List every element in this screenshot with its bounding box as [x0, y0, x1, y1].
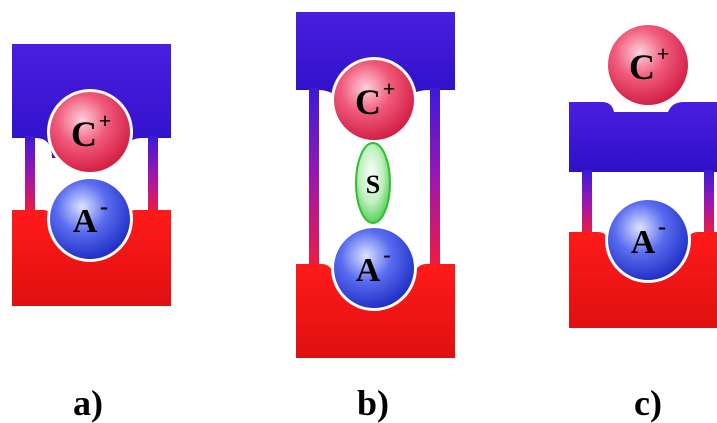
- cation-charge: +: [99, 108, 112, 133]
- anion-symbol: A: [631, 224, 656, 261]
- anion-charge: -: [383, 242, 390, 267]
- anion-sphere: A -: [605, 197, 691, 283]
- upper-block: [296, 12, 455, 100]
- solvent-symbol: S: [366, 170, 380, 199]
- right-pillar: [148, 136, 158, 212]
- anion-symbol: A: [73, 203, 98, 240]
- panel-b: C + S A -: [296, 12, 455, 358]
- panel-label-c: c): [634, 383, 662, 423]
- anion-charge: -: [658, 214, 666, 240]
- anion-sphere: A -: [331, 225, 417, 311]
- cation-sphere: C +: [331, 57, 417, 143]
- right-pillar: [704, 170, 714, 234]
- left-pillar: [25, 136, 35, 212]
- panel-a: C + A -: [12, 44, 171, 306]
- left-pillar: [582, 170, 592, 234]
- panel-label-b: b): [357, 383, 389, 423]
- solvent-molecule: S: [355, 142, 391, 224]
- anion-symbol: A: [356, 252, 381, 289]
- left-pillar: [309, 88, 319, 266]
- cation-sphere: C +: [47, 89, 133, 175]
- cation-symbol: C: [71, 114, 97, 154]
- upper-block: [569, 102, 717, 172]
- anion-charge: -: [100, 194, 108, 220]
- cation-charge: +: [657, 41, 670, 66]
- panel-label-a: a): [73, 383, 103, 423]
- cation-charge: +: [383, 76, 396, 101]
- svg-text:C: C: [71, 114, 97, 154]
- anion-sphere: A -: [47, 176, 133, 262]
- cation-symbol: C: [355, 82, 381, 122]
- right-pillar: [430, 88, 440, 266]
- cation-symbol: C: [629, 47, 655, 87]
- cation-sphere: C +: [605, 22, 691, 108]
- panel-c: C + A -: [569, 22, 717, 328]
